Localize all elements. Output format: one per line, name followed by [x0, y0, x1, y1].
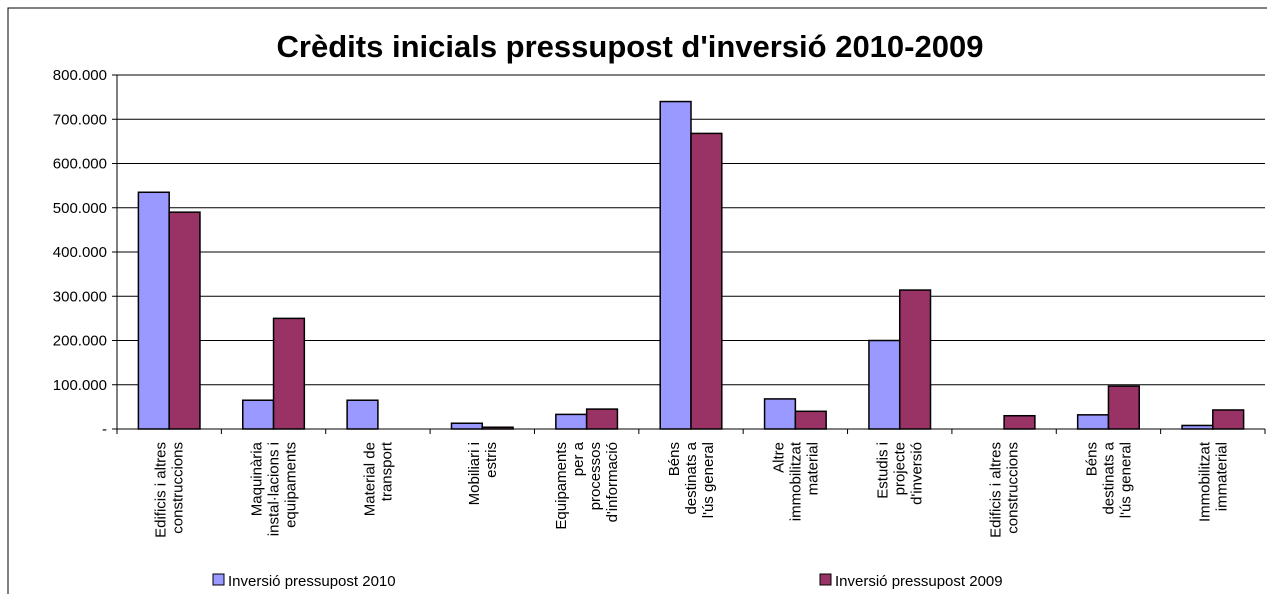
x-tick-label: projecte: [892, 442, 909, 495]
legend-swatch: [212, 573, 225, 586]
legend-label: Inversió pressupost 2009: [835, 573, 1003, 590]
bar: [346, 399, 379, 430]
bar: [242, 399, 275, 430]
x-tick-label: immobilitzat: [787, 441, 804, 521]
legend-label: Inversió pressupost 2010: [228, 573, 396, 590]
y-tick-label: 200.000: [53, 333, 107, 350]
x-tick-label: instal·lacions i: [266, 442, 283, 536]
x-tick-label: d'inversió: [909, 442, 926, 505]
bar: [1076, 414, 1110, 430]
chart-frame: [7, 7, 1267, 594]
bar: [763, 398, 797, 430]
x-tick-label: transport: [378, 441, 395, 501]
x-tick-label: l'ús general: [700, 442, 717, 518]
bar: [1003, 414, 1036, 430]
x-tick-label: Mobiliari i: [466, 442, 483, 505]
bar: [137, 191, 170, 430]
x-tick-label: processos: [587, 442, 604, 510]
y-tick-label: 400.000: [53, 244, 107, 261]
bar: [272, 317, 306, 430]
x-tick-label: Estudis i: [875, 442, 892, 499]
bar: [898, 289, 932, 430]
x-tick-label: construccions: [170, 442, 187, 534]
x-tick-label: destinats a: [683, 441, 700, 514]
y-tick-label: 600.000: [53, 156, 107, 173]
y-tick-label: 500.000: [53, 200, 107, 217]
legend-swatch: [819, 573, 832, 586]
bar: [868, 339, 901, 430]
y-tick-label: 800.000: [53, 67, 107, 84]
bar: [1181, 424, 1214, 430]
x-tick-label: Altre: [770, 442, 787, 473]
x-tick-label: destinats a: [1100, 441, 1117, 514]
bar: [794, 410, 827, 430]
bar: [168, 211, 201, 430]
bar: [555, 413, 588, 430]
x-tick-label: equipaments: [283, 442, 300, 528]
x-tick-label: immaterial: [1213, 442, 1230, 511]
x-tick-label: construccions: [1005, 442, 1022, 534]
x-tick-label: Edificis i altres: [153, 442, 170, 538]
x-tick-label: estris: [483, 442, 500, 478]
x-tick-label: Maquinària: [249, 441, 266, 516]
x-tick-label: Material de: [361, 442, 378, 516]
bar: [585, 408, 619, 430]
bar: [1212, 409, 1245, 430]
x-tick-label: material: [804, 442, 821, 495]
x-tick-label: d'informació: [604, 442, 621, 522]
x-tick-label: Equipaments: [553, 442, 570, 530]
x-tick-label: Béns: [666, 442, 683, 476]
x-tick-label: per a: [570, 441, 587, 476]
bar: [450, 422, 484, 430]
x-tick-label: Edificis i altres: [988, 442, 1005, 538]
bar: [659, 100, 692, 430]
x-tick-label: Immobilitzat: [1196, 441, 1213, 522]
bar: [690, 132, 723, 430]
x-tick-label: l'ús general: [1117, 442, 1134, 518]
y-tick-label: -: [102, 421, 107, 438]
bar: [1107, 385, 1140, 430]
x-tick-label: Béns: [1083, 442, 1100, 476]
y-tick-label: 100.000: [53, 377, 107, 394]
chart-title: Crèdits inicials pressupost d'inversió 2…: [277, 29, 984, 64]
y-tick-label: 700.000: [53, 111, 107, 128]
y-tick-label: 300.000: [53, 288, 107, 305]
